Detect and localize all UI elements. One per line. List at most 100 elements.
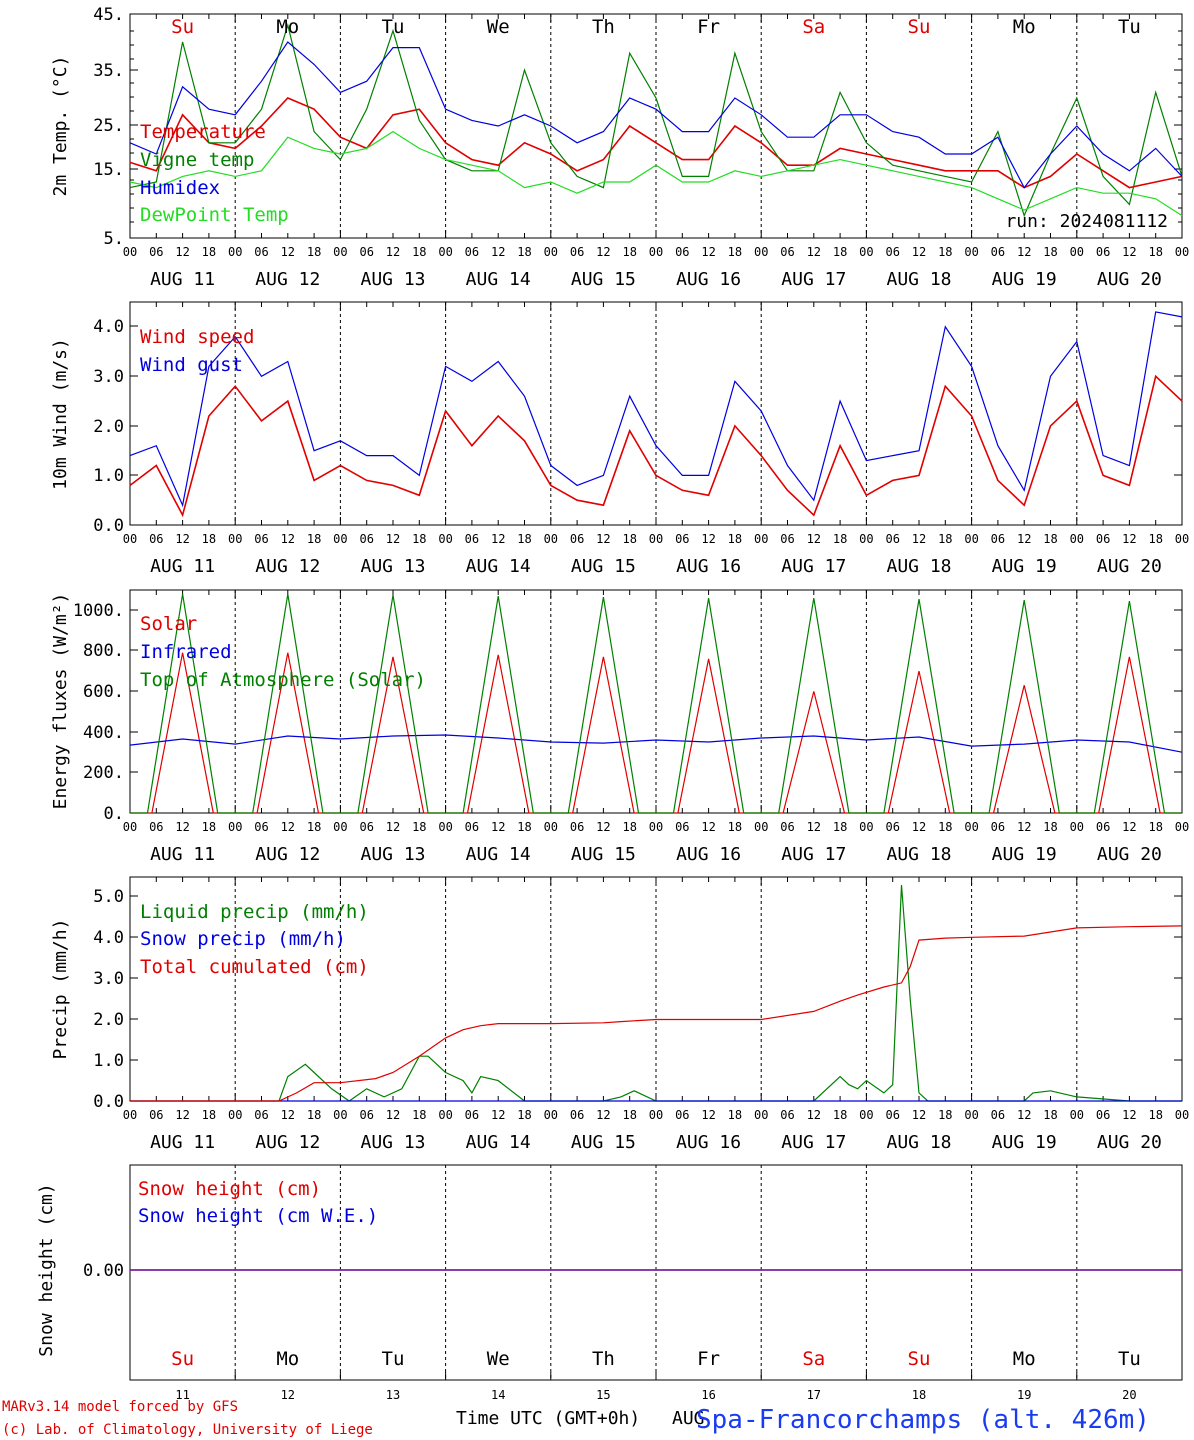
x-date-label: AUG 15: [571, 844, 636, 865]
x-hour-label: 18: [1148, 1108, 1162, 1122]
y-tick-label: 1.0: [93, 466, 124, 486]
y-axis-label: Energy fluxes (W/m²): [50, 593, 71, 810]
x-date-label: AUG 15: [571, 556, 636, 577]
series-infrared: [129, 734, 1183, 753]
x-date-label: AUG 11: [150, 556, 215, 577]
x-hour-label: 12: [491, 1108, 505, 1122]
x-hour-label: 12: [491, 245, 505, 259]
x-hour-label: 18: [517, 532, 531, 546]
x-hour-label: 00: [964, 245, 978, 259]
x-date-label: AUG 15: [571, 269, 636, 290]
x-hour-label: 00: [649, 820, 663, 834]
x-hour-label: 06: [1096, 1108, 1110, 1122]
x-date-label: AUG 20: [1097, 556, 1162, 577]
x-hour-label: 06: [254, 245, 268, 259]
panel-3: 0. 200. 400. 600. 800. 1000.Energy fluxes (W/…: [50, 589, 1189, 865]
x-hour-label: 12: [281, 532, 295, 546]
x-hour-label: 12: [596, 820, 610, 834]
x-date-label: AUG 12: [255, 269, 320, 290]
x-hour-label: 00: [123, 1108, 137, 1122]
x-hour-label: 18: [307, 532, 321, 546]
x-hour-label: 12: [1122, 245, 1136, 259]
run-label: run: 2024081112: [1005, 211, 1168, 232]
x-hour-label: 18: [833, 820, 847, 834]
x-date-label: AUG 18: [886, 556, 951, 577]
x-hour-label: 12: [596, 1108, 610, 1122]
legend-entry: Temperature: [140, 121, 266, 143]
x-hour-label: 12: [1122, 532, 1136, 546]
x-hour-label: 18: [307, 820, 321, 834]
x-hour-label: 06: [780, 532, 794, 546]
x-date-label: AUG 20: [1097, 844, 1162, 865]
x-hour-label: 18: [833, 532, 847, 546]
x-hour-label: 12: [701, 532, 715, 546]
x-hour-label: 12: [596, 245, 610, 259]
station-label: Spa-Francorchamps (alt. 426m): [696, 1405, 1150, 1435]
x-hour-label: 06: [465, 532, 479, 546]
series-wind-gust: [129, 311, 1183, 508]
x-date-label: AUG 19: [992, 1132, 1057, 1153]
legend-entry: Infrared: [140, 641, 232, 663]
x-hour-label: 12: [912, 532, 926, 546]
x-hour-label: 06: [991, 532, 1005, 546]
day-name-bottom: Mo: [1013, 1348, 1036, 1370]
x-date-label: AUG 19: [992, 844, 1057, 865]
legend-entry: Humidex: [140, 177, 220, 199]
x-hour-label: 00: [1175, 820, 1189, 834]
x-hour-label: 06: [885, 532, 899, 546]
y-tick-label: 400.: [83, 723, 124, 743]
y-tick-label: 0.0: [93, 516, 124, 536]
month-label: AUG: [672, 1408, 705, 1429]
x-date-label: AUG 16: [676, 844, 741, 865]
y-tick-label: 45.: [93, 5, 124, 25]
x-hour-label: 18: [622, 820, 636, 834]
time-axis-label: Time UTC (GMT+0h): [456, 1408, 640, 1429]
x-date-label: AUG 14: [466, 1132, 531, 1153]
x-hour-label: 18: [938, 245, 952, 259]
x-hour-label: 18: [1043, 1108, 1057, 1122]
y-axis-label: 2m Temp. (°C): [50, 56, 71, 197]
x-hour-label: 18: [728, 820, 742, 834]
day-name-top: Su: [171, 16, 194, 38]
panel-5: 0.00 Snow height (cm) Snow height (cm) Snow…: [36, 1164, 1183, 1381]
day-number: 11: [175, 1388, 189, 1402]
x-hour-label: 18: [517, 245, 531, 259]
series-dewpoint-temp: [129, 130, 1183, 217]
x-date-label: AUG 20: [1097, 269, 1162, 290]
x-hour-label: 12: [1017, 820, 1031, 834]
x-hour-label: 06: [149, 820, 163, 834]
x-hour-label: 06: [885, 245, 899, 259]
y-tick-label: 0.00: [83, 1261, 124, 1281]
day-name-top: Fr: [697, 16, 720, 38]
x-date-label: AUG 13: [360, 844, 425, 865]
legend-entry: Total cumulated (cm): [140, 956, 369, 978]
footer-model-line: MARv3.14 model forced by GFS: [2, 1399, 238, 1415]
x-hour-label: 06: [359, 820, 373, 834]
x-hour-label: 18: [307, 1108, 321, 1122]
day-name-bottom: Th: [592, 1348, 615, 1370]
x-hour-label: 06: [675, 532, 689, 546]
day-name-top: Th: [592, 16, 615, 38]
x-hour-label: 00: [649, 532, 663, 546]
x-hour-label: 12: [1017, 245, 1031, 259]
x-hour-label: 12: [807, 245, 821, 259]
x-hour-label: 12: [175, 245, 189, 259]
x-date-label: AUG 13: [360, 269, 425, 290]
x-hour-label: 00: [544, 1108, 558, 1122]
x-hour-label: 12: [281, 820, 295, 834]
y-tick-label: 35.: [93, 61, 124, 81]
day-number: 17: [807, 1388, 821, 1402]
x-date-label: AUG 18: [886, 269, 951, 290]
x-hour-label: 06: [1096, 820, 1110, 834]
x-date-label: AUG 16: [676, 269, 741, 290]
x-hour-label: 06: [149, 1108, 163, 1122]
x-hour-label: 18: [1148, 820, 1162, 834]
x-date-label: AUG 18: [886, 1132, 951, 1153]
x-hour-label: 00: [544, 532, 558, 546]
x-date-label: AUG 19: [992, 269, 1057, 290]
x-hour-label: 00: [438, 532, 452, 546]
series-temperature: [129, 97, 1183, 189]
x-hour-label: 18: [622, 532, 636, 546]
day-number: 19: [1017, 1388, 1031, 1402]
x-hour-label: 06: [465, 820, 479, 834]
